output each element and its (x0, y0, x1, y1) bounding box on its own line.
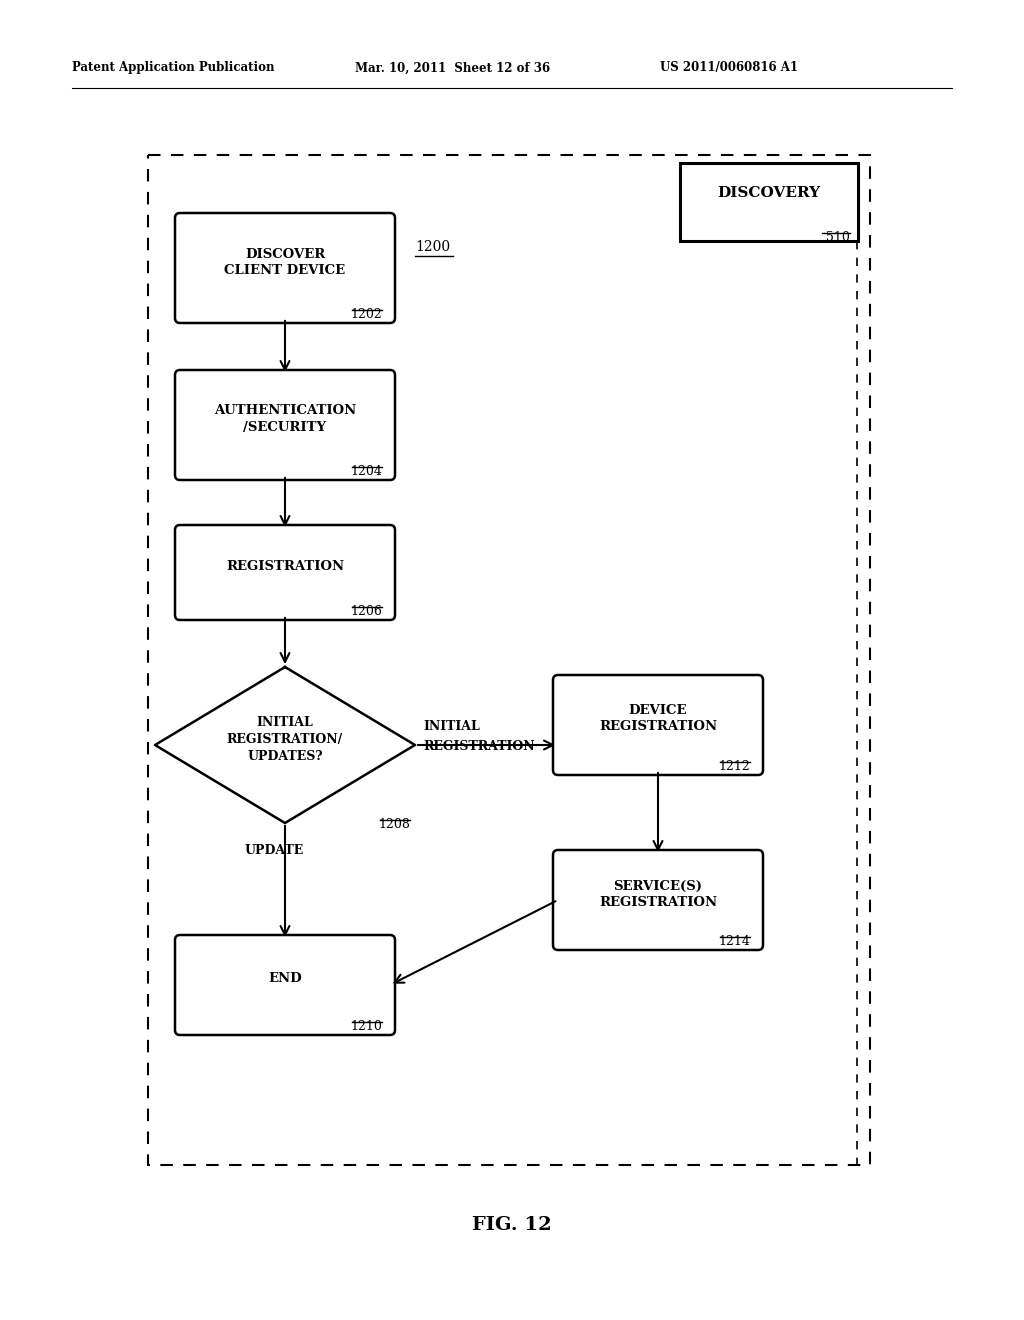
Bar (148, 154, 870, 1166)
Text: UPDATE: UPDATE (245, 845, 304, 858)
Text: SERVICE(S): SERVICE(S) (613, 879, 702, 892)
Text: 1210: 1210 (350, 1020, 382, 1034)
Text: AUTHENTICATION: AUTHENTICATION (214, 404, 356, 417)
Polygon shape (155, 667, 415, 822)
Text: REGISTRATION: REGISTRATION (599, 721, 717, 734)
Text: 1204: 1204 (350, 465, 382, 478)
Text: DISCOVER: DISCOVER (245, 248, 326, 260)
Text: 1206: 1206 (350, 605, 382, 618)
Text: FIG. 12: FIG. 12 (472, 1216, 552, 1234)
Text: 1214: 1214 (718, 935, 750, 948)
FancyBboxPatch shape (553, 675, 763, 775)
FancyBboxPatch shape (680, 162, 858, 242)
Text: REGISTRATION/: REGISTRATION/ (227, 734, 343, 747)
FancyBboxPatch shape (175, 213, 395, 323)
Text: US 2011/0060816 A1: US 2011/0060816 A1 (660, 62, 798, 74)
Text: DISCOVERY: DISCOVERY (718, 186, 820, 199)
FancyBboxPatch shape (175, 525, 395, 620)
Text: Patent Application Publication: Patent Application Publication (72, 62, 274, 74)
Text: /SECURITY: /SECURITY (244, 421, 327, 433)
Text: UPDATES?: UPDATES? (247, 751, 323, 763)
Text: 1208: 1208 (378, 818, 410, 832)
Text: INITIAL: INITIAL (423, 721, 480, 734)
Text: REGISTRATION: REGISTRATION (599, 895, 717, 908)
Text: 510: 510 (826, 231, 850, 244)
Text: END: END (268, 973, 302, 986)
Text: INITIAL: INITIAL (257, 717, 313, 730)
Text: 1212: 1212 (718, 760, 750, 774)
FancyBboxPatch shape (175, 370, 395, 480)
Text: REGISTRATION: REGISTRATION (423, 741, 535, 754)
Text: DEVICE: DEVICE (629, 705, 687, 718)
Text: REGISTRATION: REGISTRATION (226, 560, 344, 573)
FancyBboxPatch shape (175, 935, 395, 1035)
Text: Mar. 10, 2011  Sheet 12 of 36: Mar. 10, 2011 Sheet 12 of 36 (355, 62, 550, 74)
Text: CLIENT DEVICE: CLIENT DEVICE (224, 264, 345, 276)
Text: 1200: 1200 (415, 240, 451, 253)
Text: 1202: 1202 (350, 308, 382, 321)
FancyBboxPatch shape (553, 850, 763, 950)
